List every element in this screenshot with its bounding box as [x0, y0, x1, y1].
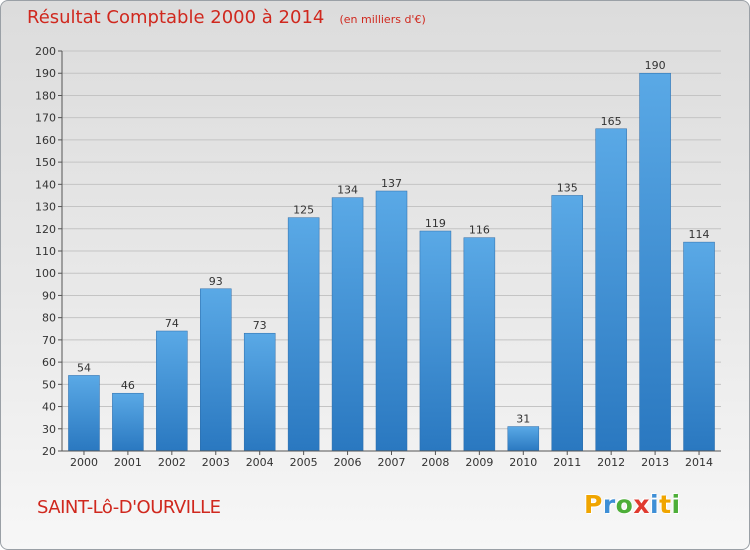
bar [419, 230, 452, 452]
bar-value-label: 134 [337, 184, 358, 197]
commune-name: SAINT-Lô-D'OURVILLE [37, 497, 221, 518]
y-tick-label: 30 [42, 423, 56, 436]
x-tick-label: 2009 [465, 456, 493, 469]
bar-value-label: 125 [293, 204, 314, 217]
logo-letter: t [659, 490, 672, 519]
y-tick-label: 190 [35, 67, 56, 80]
bar [112, 392, 144, 452]
bar-value-label: 137 [381, 177, 402, 190]
x-tick-label: 2008 [421, 456, 449, 469]
chart-title-row: Résultat Comptable 2000 à 2014 (en milli… [27, 7, 426, 28]
y-tick-label: 60 [42, 356, 56, 369]
bar-value-label: 116 [469, 224, 490, 237]
logo-letter: i [671, 490, 681, 519]
bar [639, 72, 671, 452]
y-tick-label: 100 [35, 267, 56, 280]
y-tick-label: 120 [35, 223, 56, 236]
proxiti-logo: Proxiti [584, 490, 681, 519]
bar [551, 195, 583, 452]
x-tick-label: 2006 [334, 456, 362, 469]
axis-layer: 20 30 40 50 60 70 80 90 100 110 120 130 140 150 160 170… [35, 45, 721, 469]
y-tick-label: 130 [35, 201, 56, 214]
x-tick-label: 2000 [70, 456, 98, 469]
x-tick-label: 2001 [114, 456, 142, 469]
bar-value-label: 46 [121, 379, 135, 392]
bar [331, 197, 364, 452]
y-tick-label: 90 [42, 289, 56, 302]
bar-value-label: 190 [645, 59, 666, 72]
chart-subtitle: (en milliers d'€) [339, 13, 426, 26]
y-tick-label: 140 [35, 178, 56, 191]
y-tick-label: 150 [35, 156, 56, 169]
y-tick-label: 20 [42, 445, 56, 458]
y-tick-label: 110 [35, 245, 56, 258]
x-tick-label: 2010 [509, 456, 537, 469]
bar-value-label: 93 [209, 275, 223, 288]
x-tick-label: 2013 [641, 456, 669, 469]
bar [375, 190, 408, 452]
x-tick-label: 2003 [202, 456, 230, 469]
y-tick-label: 80 [42, 312, 56, 325]
bar [595, 128, 627, 452]
bar [507, 426, 540, 452]
x-tick-label: 2014 [685, 456, 713, 469]
bar [68, 375, 100, 452]
y-tick-label: 70 [42, 334, 56, 347]
x-tick-label: 2004 [246, 456, 274, 469]
y-tick-label: 40 [42, 401, 56, 414]
bar-value-label: 73 [253, 319, 267, 332]
y-tick-label: 160 [35, 134, 56, 147]
x-tick-label: 2005 [290, 456, 318, 469]
bar [156, 330, 188, 452]
logo-letter: r [602, 490, 616, 519]
x-tick-label: 2012 [597, 456, 625, 469]
x-tick-label: 2011 [553, 456, 581, 469]
logo-letter: x [633, 490, 650, 519]
bar-value-label: 31 [516, 413, 530, 426]
logo-letter: i [650, 490, 660, 519]
logo-letter: o [615, 490, 634, 519]
logo-letter: P [584, 490, 603, 519]
bar-value-label: 135 [557, 181, 578, 194]
bar [287, 217, 320, 452]
bar [243, 332, 276, 452]
chart-title: Résultat Comptable 2000 à 2014 [27, 7, 325, 28]
bar-value-label: 119 [425, 217, 446, 230]
bars-layer: 54 46 74 93 73 125 134 137 119 116 31 135 165 190 114 [68, 59, 715, 452]
y-tick-label: 50 [42, 378, 56, 391]
x-tick-label: 2002 [158, 456, 186, 469]
bar [200, 288, 232, 452]
bar-value-label: 114 [689, 228, 710, 241]
y-tick-label: 170 [35, 112, 56, 125]
y-tick-label: 200 [35, 45, 56, 58]
bar [463, 237, 496, 452]
y-tick-label: 180 [35, 89, 56, 102]
bar-value-label: 74 [165, 317, 179, 330]
x-tick-label: 2007 [378, 456, 406, 469]
bar-value-label: 165 [601, 115, 622, 128]
bar [683, 241, 715, 452]
bar-value-label: 54 [77, 361, 91, 374]
